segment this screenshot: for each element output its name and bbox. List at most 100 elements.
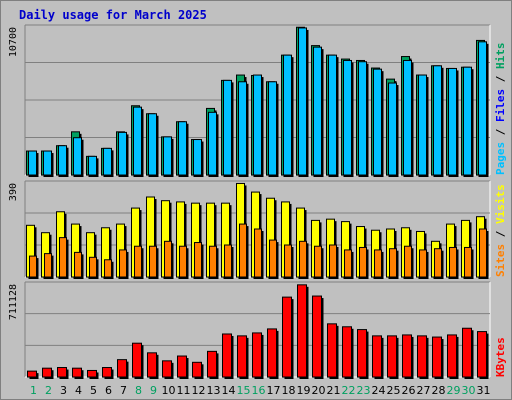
x-tick-label: 14	[222, 384, 236, 397]
bar-kbytes	[87, 369, 97, 378]
x-tick-label: 5	[90, 384, 97, 397]
bar-sites	[29, 255, 37, 278]
x-tick-label: 21	[327, 384, 341, 397]
bar-kbytes	[312, 295, 322, 378]
bar-pages	[433, 65, 442, 176]
x-tick-label: 10	[162, 384, 176, 397]
bar-pages	[253, 74, 262, 176]
bar-pages	[238, 81, 247, 176]
bar-sites	[104, 259, 112, 278]
bar-sites	[44, 253, 52, 278]
bar-pages	[283, 54, 292, 176]
x-tick-label: 25	[387, 384, 401, 397]
bar-pages	[373, 68, 382, 176]
bar-kbytes	[192, 361, 202, 378]
bar-kbytes	[477, 331, 487, 378]
x-tick-label: 13	[207, 384, 221, 397]
x-tick-label: 9	[150, 384, 157, 397]
x-tick-label: 22	[342, 384, 356, 397]
bar-sites	[179, 245, 187, 278]
bar-sites	[59, 237, 67, 278]
bar-pages	[163, 136, 172, 176]
bar-pages	[118, 131, 127, 176]
bar-pages	[133, 106, 142, 176]
legend-entry: Visits	[494, 184, 507, 224]
legend-entry: /	[494, 69, 507, 89]
bar-kbytes	[297, 284, 307, 378]
bar-sites	[89, 256, 97, 278]
bar-kbytes	[132, 342, 142, 378]
bar-pages	[418, 74, 427, 176]
x-tick-label: 24	[372, 384, 386, 397]
bar-sites	[209, 245, 217, 278]
bar-pages	[343, 59, 352, 176]
legend-entry: Files	[494, 89, 507, 122]
bar-pages	[178, 121, 187, 176]
x-tick-label: 6	[105, 384, 112, 397]
bar-sites	[119, 249, 127, 278]
chart-title: Daily usage for March 2025	[19, 8, 207, 22]
x-tick-label: 19	[297, 384, 311, 397]
bar-pages	[328, 54, 337, 176]
bar-kbytes	[417, 335, 427, 378]
bar-pages	[148, 113, 157, 176]
bar-sites	[149, 245, 157, 278]
bar-sites	[329, 244, 337, 278]
legend-entry: /	[494, 224, 507, 244]
bar-pages	[103, 147, 112, 176]
bar-kbytes	[342, 326, 352, 378]
bar-kbytes	[237, 335, 247, 378]
bar-sites	[359, 246, 367, 278]
y-max-label-pages-files-hits: 10700	[8, 27, 19, 57]
bar-sites	[194, 242, 202, 278]
bar-sites	[269, 239, 277, 278]
legend-entry: Pages	[494, 142, 507, 175]
bar-kbytes	[27, 370, 37, 378]
legend-pages-files-hits: Pages / Files / Hits	[494, 43, 507, 176]
bar-sites	[74, 251, 82, 278]
legend-kbytes: KBytes	[494, 337, 507, 377]
x-tick-label: 17	[267, 384, 281, 397]
x-tick-label: 31	[477, 384, 491, 397]
bar-sites	[224, 244, 232, 278]
bar-pages	[88, 155, 97, 176]
bar-sites	[164, 240, 172, 278]
legend-entry: KBytes	[494, 337, 507, 377]
legend-entry: Sites	[494, 244, 507, 277]
x-tick-label: 29	[447, 384, 461, 397]
bar-kbytes	[402, 334, 412, 378]
bar-sites	[479, 228, 487, 278]
bar-kbytes	[222, 333, 232, 378]
x-tick-label: 23	[357, 384, 371, 397]
bar-pages	[388, 82, 397, 176]
bar-sites	[239, 223, 247, 278]
bar-pages	[43, 150, 52, 176]
x-tick-label: 12	[192, 384, 206, 397]
bar-kbytes	[327, 323, 337, 378]
bar-pages	[403, 59, 412, 176]
bar-kbytes	[447, 334, 457, 378]
bar-kbytes	[357, 329, 367, 378]
bar-kbytes	[372, 335, 382, 378]
y-max-label-kbytes: 711128	[8, 284, 19, 320]
bar-pages	[463, 66, 472, 176]
legend-sites-visits: Sites / Visits	[494, 184, 507, 277]
x-tick-label: 26	[402, 384, 416, 397]
x-tick-label: 4	[75, 384, 82, 397]
bar-pages	[478, 41, 487, 176]
bar-sites	[434, 248, 442, 278]
x-tick-label: 28	[432, 384, 446, 397]
bar-kbytes	[387, 335, 397, 378]
bar-kbytes	[267, 328, 277, 378]
x-tick-label: 3	[60, 384, 67, 397]
bar-kbytes	[57, 367, 67, 378]
x-tick-label: 16	[252, 384, 266, 397]
y-max-label-sites-visits: 390	[8, 183, 19, 201]
bar-kbytes	[462, 327, 472, 378]
bar-sites	[404, 245, 412, 278]
bar-kbytes	[117, 359, 127, 378]
x-tick-label: 30	[462, 384, 476, 397]
bar-sites	[344, 249, 352, 278]
x-tick-label: 7	[120, 384, 127, 397]
bar-sites	[314, 245, 322, 278]
